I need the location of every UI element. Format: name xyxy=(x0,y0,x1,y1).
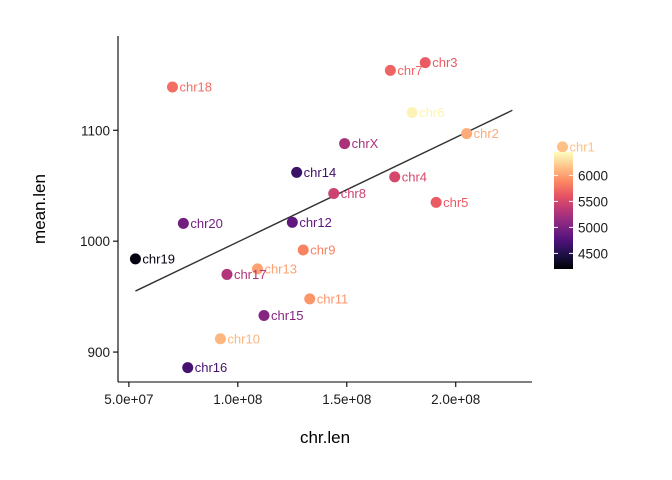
point-label: chr16 xyxy=(195,360,228,375)
data-point xyxy=(214,333,226,345)
point-label: chr17 xyxy=(234,267,267,282)
y-tick-label: 1100 xyxy=(81,123,110,138)
colorbar-tick-label: 5000 xyxy=(578,220,608,235)
axes xyxy=(117,36,532,383)
x-ticks: 5.0e+07 1.0e+08 1.5e+08 2.0e+08 xyxy=(104,382,480,407)
point-label: chr6 xyxy=(419,105,444,120)
data-point xyxy=(339,138,351,150)
data-point xyxy=(286,216,298,228)
data-point xyxy=(384,64,396,76)
x-axis-title: chr.len xyxy=(300,428,350,447)
data-point xyxy=(166,81,178,93)
point-label: chr3 xyxy=(432,55,457,70)
data-point xyxy=(430,196,442,208)
point-label: chr13 xyxy=(264,261,297,276)
data-point xyxy=(419,57,431,69)
point-label: chrX xyxy=(352,136,379,151)
colorbar-tick-label: 4500 xyxy=(578,246,608,261)
point-label: chr7 xyxy=(397,63,422,78)
y-axis-title: mean.len xyxy=(30,174,49,244)
data-point xyxy=(297,244,309,256)
point-label: chr5 xyxy=(443,195,468,210)
point-label: chr18 xyxy=(179,80,212,95)
data-point xyxy=(251,263,263,275)
trend-line xyxy=(135,109,513,292)
colorbar-ticks: 4500 5000 5500 6000 xyxy=(554,168,608,261)
data-point xyxy=(221,268,233,280)
y-ticks: 900 1000 1100 xyxy=(80,123,118,360)
data-point xyxy=(129,253,141,265)
data-point xyxy=(291,166,303,178)
y-tick-label: 900 xyxy=(87,345,110,360)
x-tick-label: 1.5e+08 xyxy=(322,392,371,407)
point-label: chr20 xyxy=(190,216,223,231)
data-points: chr1 chr2 chr3 chr4 chr5 chr6 chr7 chr8 chr9 chr1… xyxy=(129,55,595,375)
x-tick-label: 2.0e+08 xyxy=(431,392,480,407)
x-tick-label: 5.0e+07 xyxy=(104,392,153,407)
point-label: chr15 xyxy=(271,308,304,323)
point-label: chr11 xyxy=(317,291,349,306)
point-label: chr10 xyxy=(227,331,260,346)
colorbar-tick-label: 5500 xyxy=(578,194,608,209)
data-point xyxy=(328,187,340,199)
data-point xyxy=(406,107,418,119)
point-label: chr14 xyxy=(304,165,337,180)
point-label: chr19 xyxy=(142,251,175,266)
data-point xyxy=(182,362,194,374)
color-legend: 4500 5000 5500 6000 xyxy=(554,152,608,269)
data-point xyxy=(461,128,473,140)
point-label: chr12 xyxy=(299,215,332,230)
x-tick-label: 1.0e+08 xyxy=(213,392,262,407)
point-label: chr1 xyxy=(570,139,595,154)
data-point xyxy=(304,293,316,305)
colorbar-tick-label: 6000 xyxy=(578,168,608,183)
point-label: chr2 xyxy=(474,126,499,141)
y-tick-label: 1000 xyxy=(80,234,110,249)
point-label: chr4 xyxy=(402,169,427,184)
data-point xyxy=(389,171,401,183)
data-point xyxy=(258,309,270,321)
point-label: chr8 xyxy=(341,186,366,201)
data-point xyxy=(557,141,569,153)
data-point xyxy=(177,217,189,229)
colorbar xyxy=(554,152,573,269)
point-label: chr9 xyxy=(310,243,335,258)
